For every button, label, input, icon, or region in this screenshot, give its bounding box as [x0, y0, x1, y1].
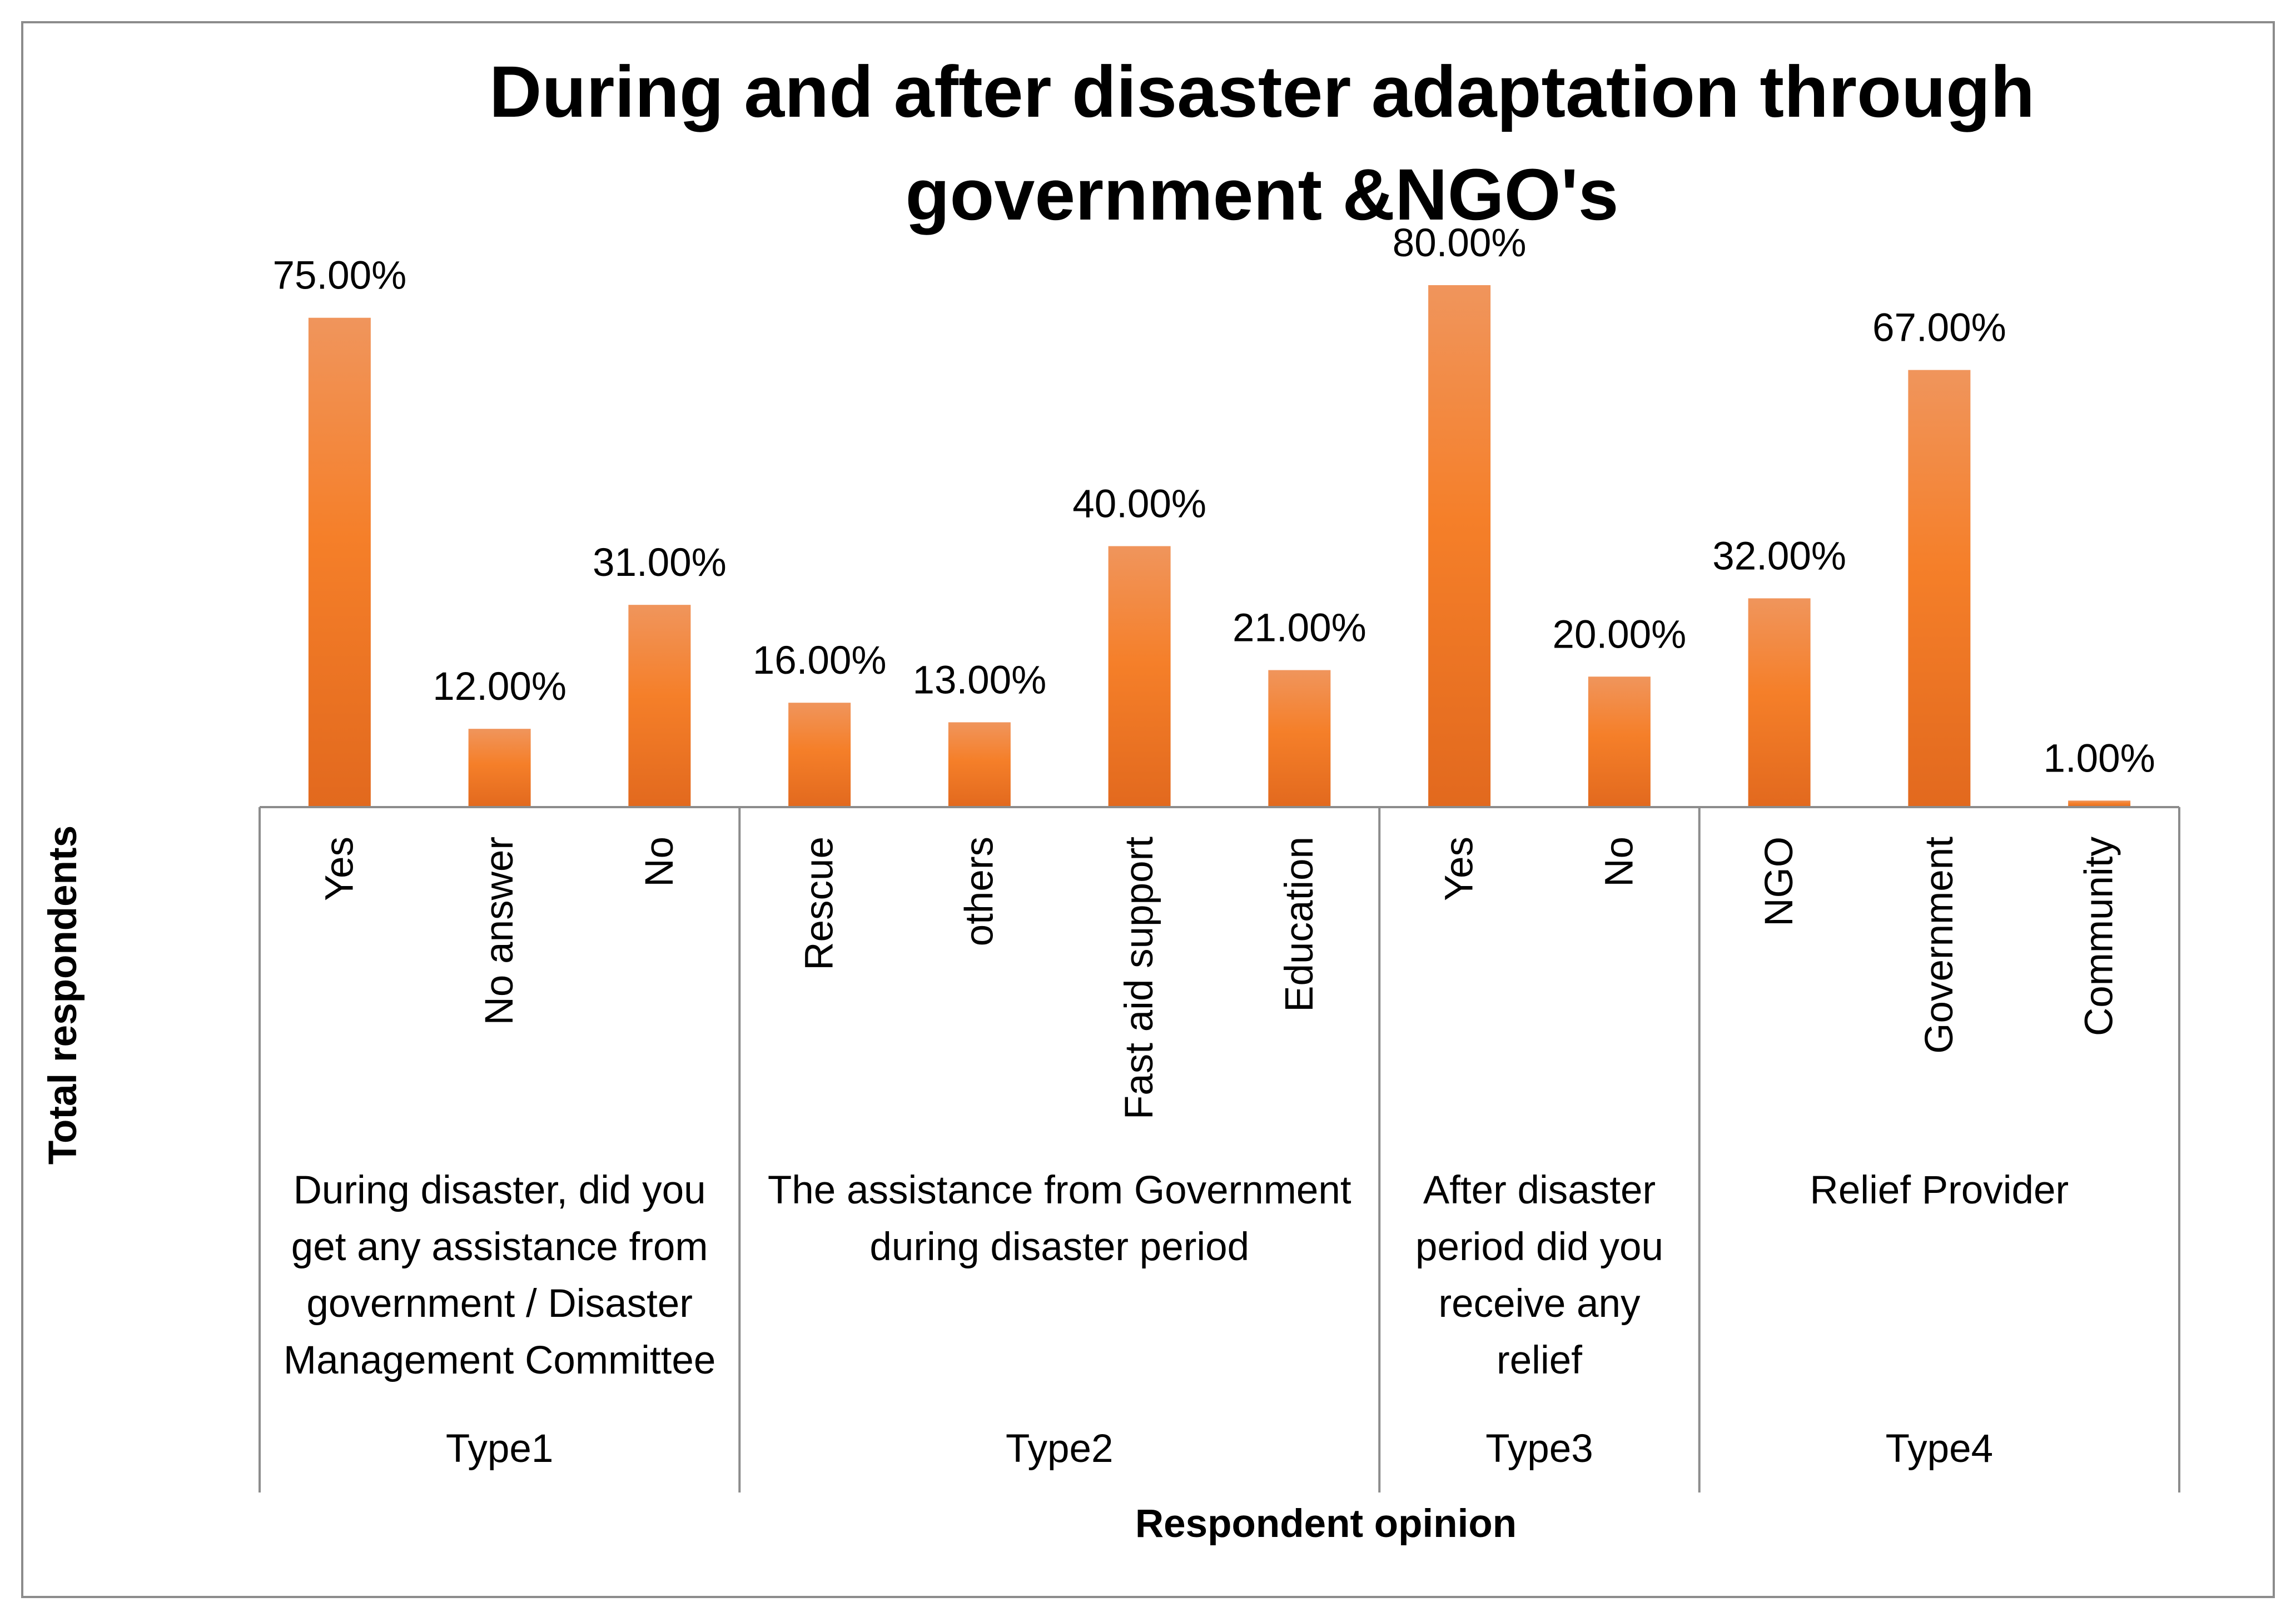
group-label-line: receive any [1438, 1282, 1641, 1326]
bar-2-2 [948, 722, 1011, 807]
axis-layer: Yes No answer No During disaster, did you ge… [259, 806, 2180, 1492]
category-label: Education [1278, 837, 1321, 1012]
data-label: 20.00% [1552, 613, 1686, 656]
bar-1-3 [628, 605, 691, 807]
group-label-line: relief [1497, 1339, 1582, 1382]
category-label: Fast aid support [1117, 837, 1161, 1120]
data-label: 31.00% [593, 541, 727, 585]
category-label: No [1597, 837, 1641, 887]
data-label: 67.00% [1872, 306, 2006, 350]
bar-2-3 [1108, 546, 1171, 807]
group-label-line: period did you [1415, 1225, 1663, 1269]
type-label: Type4 [1886, 1427, 1993, 1471]
bar-3-1 [1428, 285, 1491, 807]
type-label: Type2 [1006, 1427, 1113, 1471]
bar-2-1 [788, 703, 851, 807]
group-label-line: during disaster period [869, 1225, 1249, 1269]
category-label: NGO [1757, 837, 1801, 927]
bars-layer: 75.00% 12.00% 31.00% 16.00% 13.00% 40.00% 21.0… [272, 221, 2155, 807]
group-label-line: The assistance from Government [768, 1168, 1351, 1212]
chart-title-line-1: During and after disaster adaptation thr… [489, 51, 2035, 132]
bar-2-4 [1268, 670, 1331, 807]
group-label-line: Management Committee [284, 1339, 715, 1382]
bar-4-1 [1748, 598, 1811, 807]
chart-border [21, 21, 2275, 1598]
y-axis-title: Total respondents [41, 825, 85, 1165]
group-label-line: During disaster, did you [294, 1168, 706, 1212]
data-label: 80.00% [1393, 221, 1527, 265]
type-label: Type3 [1485, 1427, 1593, 1471]
data-label: 12.00% [433, 665, 566, 709]
bar-1-2 [468, 729, 531, 807]
bar-3-2 [1588, 676, 1651, 807]
type-label: Type1 [446, 1427, 553, 1471]
chart-title-line-2: government &NGO's [905, 153, 1618, 235]
bar-4-3 [2068, 800, 2131, 807]
group-label-line: Relief Provider [1810, 1168, 2069, 1212]
data-label: 21.00% [1233, 606, 1366, 650]
data-label: 40.00% [1072, 482, 1206, 526]
bar-4-2 [1908, 370, 1971, 807]
category-label: No answer [478, 837, 521, 1025]
category-label: Community [2078, 837, 2121, 1037]
group-label-line: get any assistance from [291, 1225, 708, 1269]
category-label: Yes [1438, 837, 1482, 901]
data-label: 13.00% [912, 658, 1046, 702]
bar-1-1 [308, 317, 371, 807]
category-label: others [957, 837, 1001, 946]
category-label: Yes [317, 837, 361, 901]
x-axis-title: Respondent opinion [1135, 1502, 1517, 1546]
data-label: 32.00% [1712, 534, 1846, 578]
category-label: Rescue [798, 837, 842, 971]
data-label: 75.00% [272, 254, 406, 298]
group-label-line: government / Disaster [306, 1282, 693, 1326]
data-label: 16.00% [753, 639, 887, 683]
data-label: 1.00% [2043, 737, 2155, 780]
group-label-line: After disaster [1423, 1168, 1656, 1212]
category-label: No [638, 837, 682, 887]
category-label: Government [1917, 837, 1961, 1054]
